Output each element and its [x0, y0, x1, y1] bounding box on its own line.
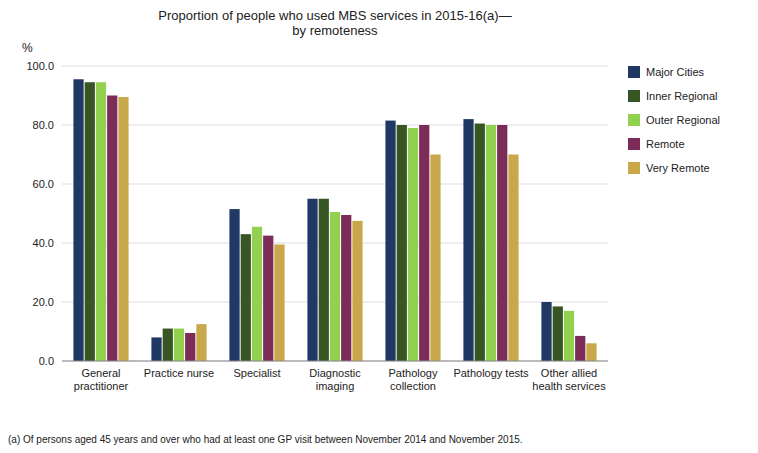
- x-axis-line: [62, 361, 608, 362]
- bar: [118, 97, 128, 361]
- text-line: by remoteness: [292, 23, 378, 38]
- legend-swatch: [628, 90, 640, 102]
- bar: [553, 306, 563, 361]
- x-tick-label: Pathologycollection: [389, 367, 438, 392]
- y-axis: 0.0 20.0 40.0 60.0 80.0 100.0: [26, 60, 608, 367]
- legend-swatch: [628, 114, 640, 126]
- bar: [252, 227, 262, 361]
- y-tick-label: 60.0: [33, 178, 54, 190]
- title: Proportion of people who used MBS servic…: [158, 8, 511, 38]
- text-line: Pathology: [389, 367, 438, 379]
- text-line: General: [81, 367, 120, 379]
- text-line: Diagnostic: [309, 367, 361, 379]
- bar: [241, 234, 251, 361]
- y-tick-label: 100.0: [26, 60, 54, 72]
- bar: [419, 125, 429, 361]
- x-tick-label: Specialist: [233, 367, 280, 379]
- legend-swatch: [628, 162, 640, 174]
- bar: [229, 209, 239, 361]
- x-tick-label: Other alliedhealth services: [532, 367, 606, 392]
- text-line: collection: [390, 380, 436, 392]
- y-tick-label: 80.0: [33, 119, 54, 131]
- bar: [196, 324, 206, 361]
- bar: [73, 79, 83, 361]
- y-tick-label: 0.0: [39, 355, 54, 367]
- text-line: Other allied: [541, 367, 597, 379]
- bar: [163, 329, 173, 361]
- x-tick-label: Practice nurse: [144, 367, 214, 379]
- legend-swatch: [628, 138, 640, 150]
- y-tick-label: 40.0: [33, 237, 54, 249]
- legend-label: Outer Regional: [646, 114, 720, 126]
- text-line: practitioner: [74, 380, 129, 392]
- legend-label: Remote: [646, 138, 685, 150]
- x-tick-label: Diagnosticimaging: [309, 367, 361, 392]
- bar: [85, 82, 95, 361]
- chart-container: Proportion of people who used MBS servic…: [0, 0, 758, 453]
- bar: [174, 329, 184, 361]
- bar: [508, 155, 518, 362]
- bar: [564, 311, 574, 361]
- bar: [330, 212, 340, 361]
- bar: [151, 337, 161, 361]
- bars: [73, 79, 596, 361]
- bar: [575, 336, 585, 361]
- legend: Major Cities Inner Regional Outer Regional…: [628, 66, 720, 174]
- bar: [185, 333, 195, 361]
- bar: [430, 155, 440, 362]
- bar: [486, 125, 496, 361]
- bar: [463, 119, 473, 361]
- bar: [397, 125, 407, 361]
- text-line: Pathology tests: [453, 367, 529, 379]
- y-tick-label: 20.0: [33, 296, 54, 308]
- footnote: (a) Of persons aged 45 years and over wh…: [8, 434, 523, 445]
- chart-svg: Proportion of people who used MBS servic…: [0, 0, 758, 453]
- bar: [497, 125, 507, 361]
- bar: [319, 199, 329, 361]
- background: [0, 0, 758, 453]
- text-line: health services: [532, 380, 606, 392]
- bar: [385, 121, 395, 361]
- bar: [408, 128, 418, 361]
- grid-line: [62, 361, 608, 362]
- bar: [352, 221, 362, 361]
- x-tick-label: Generalpractitioner: [74, 367, 129, 392]
- y-axis-label: %: [22, 41, 33, 55]
- bar: [475, 124, 485, 361]
- bar: [96, 82, 106, 361]
- legend-label: Major Cities: [646, 66, 705, 78]
- grid-line: [62, 125, 608, 126]
- bar: [586, 343, 596, 361]
- legend-swatch: [628, 66, 640, 78]
- bar: [274, 244, 284, 361]
- x-tick-label: Pathology tests: [453, 367, 529, 379]
- bar: [263, 236, 273, 361]
- text-line: Proportion of people who used MBS servic…: [158, 8, 511, 23]
- text-line: Specialist: [233, 367, 280, 379]
- bar: [541, 302, 551, 361]
- x-axis: Generalpractitioner Practice nurse Special…: [74, 367, 606, 392]
- grid-line: [62, 66, 608, 67]
- legend-label: Very Remote: [646, 162, 710, 174]
- legend-label: Inner Regional: [646, 90, 718, 102]
- text-line: Practice nurse: [144, 367, 214, 379]
- bar: [341, 215, 351, 361]
- grid-line: [62, 184, 608, 185]
- text-line: imaging: [316, 380, 355, 392]
- bar: [307, 199, 317, 361]
- bar: [107, 96, 117, 362]
